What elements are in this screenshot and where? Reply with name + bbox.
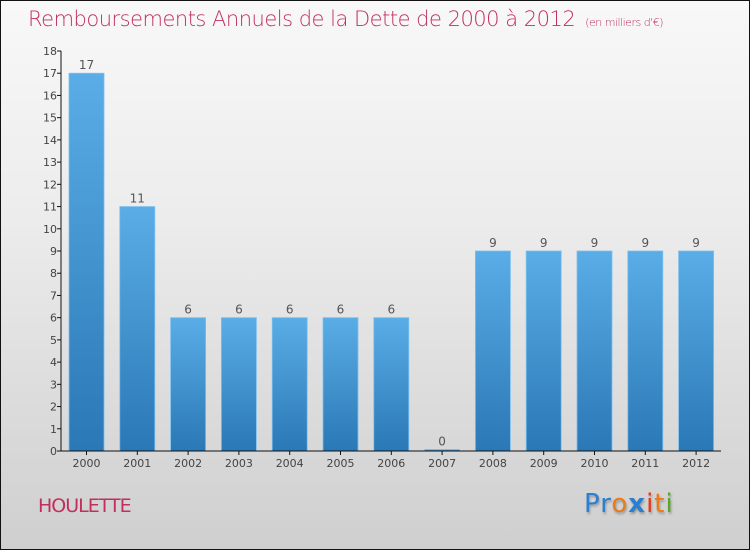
logo-letter: x bbox=[628, 489, 647, 519]
data-label-2012: 9 bbox=[692, 236, 700, 250]
x-tick-label-2002: 2002 bbox=[174, 457, 202, 470]
bar-2004 bbox=[271, 317, 308, 452]
data-label-2006: 6 bbox=[387, 303, 395, 317]
bar-2003 bbox=[220, 317, 257, 452]
y-tick-label: 6 bbox=[50, 312, 57, 325]
x-tick-label-2012: 2012 bbox=[682, 457, 710, 470]
bar-2011 bbox=[627, 250, 664, 452]
chart-title: Remboursements Annuels de la Dette de 20… bbox=[28, 7, 663, 31]
data-label-2004: 6 bbox=[286, 303, 294, 317]
y-tick-label: 18 bbox=[43, 45, 57, 58]
data-label-2009: 9 bbox=[540, 236, 548, 250]
bar-2006 bbox=[373, 317, 410, 452]
y-tick-label: 5 bbox=[50, 334, 57, 347]
bar-2009 bbox=[525, 250, 562, 452]
x-tick-label-2010: 2010 bbox=[581, 457, 609, 470]
data-label-2003: 6 bbox=[235, 303, 243, 317]
x-tick-label-2000: 2000 bbox=[73, 457, 101, 470]
data-label-2011: 9 bbox=[641, 236, 649, 250]
x-tick-label-2007: 2007 bbox=[428, 457, 456, 470]
data-label-2002: 6 bbox=[184, 303, 192, 317]
y-tick-label: 11 bbox=[43, 201, 57, 214]
y-tick-label: 1 bbox=[50, 423, 57, 436]
bar-2005 bbox=[322, 317, 359, 452]
commune-name: HOULETTE bbox=[38, 495, 132, 517]
x-tick-label-2009: 2009 bbox=[530, 457, 558, 470]
bar-2002 bbox=[170, 317, 207, 452]
data-label-2007: 0 bbox=[438, 435, 446, 449]
logo-letter: P bbox=[584, 489, 601, 519]
x-tick-label-2011: 2011 bbox=[631, 457, 659, 470]
proxiti-logo[interactable]: Proxiti bbox=[584, 489, 674, 519]
bar-2012 bbox=[678, 250, 714, 452]
data-label-2001: 11 bbox=[130, 192, 145, 206]
y-tick-label: 17 bbox=[43, 67, 57, 80]
y-tick-label: 9 bbox=[50, 245, 57, 258]
logo-letter: i bbox=[646, 489, 655, 519]
y-tick-label: 15 bbox=[43, 112, 57, 125]
y-tick-label: 4 bbox=[50, 356, 57, 369]
y-tick-label: 0 bbox=[50, 445, 57, 458]
x-tick-label-2005: 2005 bbox=[327, 457, 355, 470]
x-axis: 2000 2001 2002 2003 2004 2005 2006 2007 2008 2009… bbox=[61, 450, 721, 470]
bar-2001 bbox=[119, 206, 156, 452]
y-tick-label: 8 bbox=[50, 267, 57, 280]
x-tick-label-2006: 2006 bbox=[377, 457, 405, 470]
bars: 17 11 6 6 6 6 6 0 9 9 9 9 9 bbox=[68, 58, 714, 452]
x-tick-label-2008: 2008 bbox=[479, 457, 507, 470]
y-tick-label: 14 bbox=[43, 134, 57, 147]
y-tick-label: 10 bbox=[43, 223, 57, 236]
bar-2000 bbox=[68, 72, 105, 452]
data-label-2008: 9 bbox=[489, 236, 497, 250]
y-tick-label: 2 bbox=[50, 401, 57, 414]
logo-letter: i bbox=[665, 489, 674, 519]
y-tick-label: 16 bbox=[43, 89, 57, 102]
y-tick-label: 7 bbox=[50, 289, 57, 302]
chart-title-text: Remboursements Annuels de la Dette de 20… bbox=[28, 7, 576, 31]
x-tick-label-2001: 2001 bbox=[123, 457, 151, 470]
logo-letter: t bbox=[654, 489, 666, 519]
y-tick-label: 12 bbox=[43, 178, 57, 191]
x-tick-label-2004: 2004 bbox=[276, 457, 304, 470]
data-label-2010: 9 bbox=[591, 236, 599, 250]
x-tick-label-2003: 2003 bbox=[225, 457, 253, 470]
logo-letter: o bbox=[611, 489, 629, 519]
data-label-2005: 6 bbox=[337, 303, 345, 317]
y-tick-label: 3 bbox=[50, 378, 57, 391]
bar-2010 bbox=[576, 250, 613, 452]
logo-letter: r bbox=[600, 489, 612, 519]
bar-2008 bbox=[474, 250, 511, 452]
data-label-2000: 17 bbox=[79, 58, 94, 72]
y-tick-label: 13 bbox=[43, 156, 57, 169]
chart-subtitle: (en milliers d'€) bbox=[585, 16, 663, 29]
